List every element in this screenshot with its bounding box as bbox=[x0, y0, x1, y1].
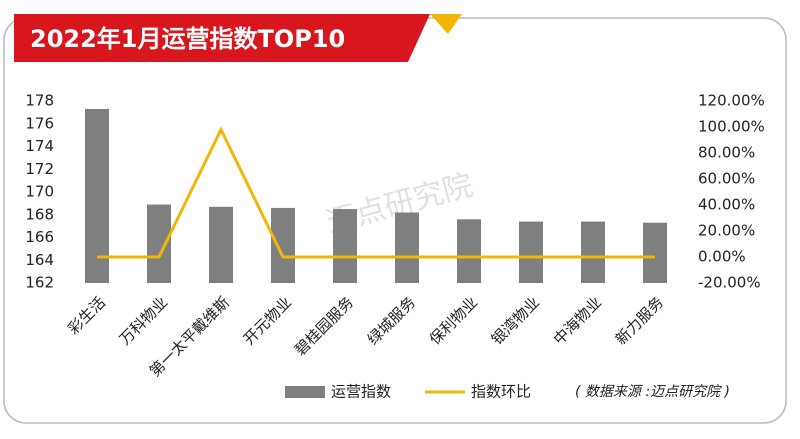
legend-label: 指数环比 bbox=[471, 383, 531, 401]
y-tick-label: 174 bbox=[25, 137, 54, 155]
bar bbox=[147, 204, 171, 283]
bar bbox=[85, 108, 109, 284]
y2-tick-label: 100.00% bbox=[698, 118, 765, 136]
y-tick-label: 170 bbox=[25, 183, 54, 201]
y2-tick-label: 80.00% bbox=[698, 144, 755, 162]
y-tick-label: 176 bbox=[25, 114, 54, 132]
y-tick-label: 172 bbox=[25, 160, 54, 178]
banner-corner bbox=[430, 14, 462, 34]
bar bbox=[395, 212, 419, 283]
y-tick-label: 164 bbox=[25, 251, 54, 269]
y-tick-label: 168 bbox=[25, 205, 54, 223]
bar bbox=[519, 221, 543, 283]
bar bbox=[457, 219, 481, 283]
source-note: ( 数据来源 :迈点研究院 ) bbox=[575, 384, 730, 400]
y2-tick-label: 0.00% bbox=[698, 248, 746, 266]
y2-tick-label: 20.00% bbox=[698, 222, 755, 240]
y-tick-label: 162 bbox=[25, 274, 54, 292]
y2-tick-label: 60.00% bbox=[698, 170, 755, 188]
y-tick-label: 166 bbox=[25, 228, 54, 246]
chart-title: 2022年1月运营指数TOP10 bbox=[30, 25, 345, 53]
legend-label: 运营指数 bbox=[331, 383, 391, 401]
legend-swatch bbox=[285, 386, 325, 398]
y2-tick-label: 120.00% bbox=[698, 92, 765, 110]
bar bbox=[333, 209, 357, 283]
bar bbox=[581, 221, 605, 283]
bar bbox=[209, 206, 233, 283]
y2-tick-label: -20.00% bbox=[698, 274, 761, 292]
line bbox=[97, 126, 655, 259]
title-banner bbox=[14, 14, 430, 62]
y2-tick-label: 40.00% bbox=[698, 196, 755, 214]
bar bbox=[271, 207, 295, 283]
bar bbox=[643, 222, 667, 283]
y-tick-label: 178 bbox=[25, 92, 54, 110]
